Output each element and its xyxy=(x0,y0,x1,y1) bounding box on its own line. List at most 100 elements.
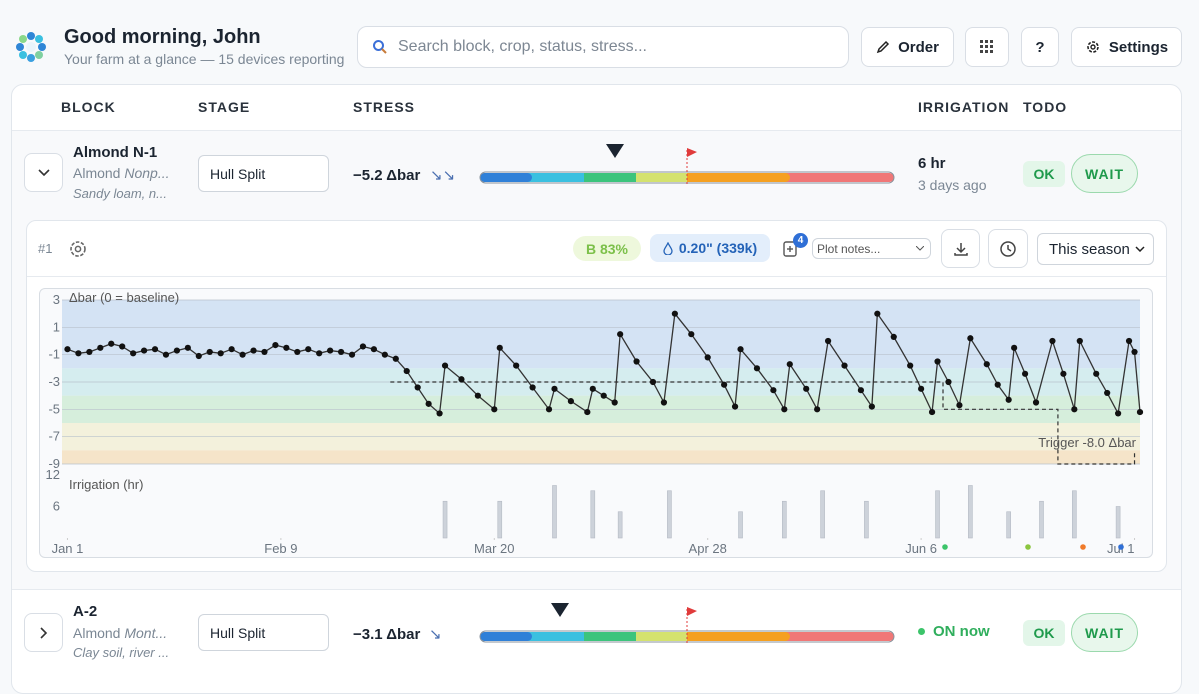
stress-point xyxy=(814,406,821,413)
stress-trend: ↘ xyxy=(429,626,442,643)
stress-point xyxy=(551,385,558,392)
chevron xyxy=(1135,246,1145,252)
column-header: IRRIGATION xyxy=(918,99,1010,115)
chevron-down xyxy=(37,168,50,176)
stress-point xyxy=(1071,406,1078,413)
column-header: STAGE xyxy=(198,99,251,115)
notes-count: 4 xyxy=(793,233,808,248)
x-tick-label: Feb 9 xyxy=(264,541,297,556)
stress-point xyxy=(704,354,711,361)
history-button[interactable] xyxy=(988,229,1028,268)
threshold-line xyxy=(390,381,1136,465)
stress-point xyxy=(688,331,695,338)
stress-point xyxy=(1011,344,1018,351)
wait-button[interactable]: WAIT xyxy=(1071,613,1138,652)
irrigation-value: 6 hr xyxy=(918,155,946,172)
stress-point xyxy=(934,358,941,365)
y-tick-label: 12 xyxy=(46,467,60,482)
stress-point xyxy=(611,399,618,406)
download-button[interactable] xyxy=(941,229,980,268)
grid-icon xyxy=(980,40,993,53)
stress-point xyxy=(857,387,865,394)
stress-zone xyxy=(62,300,1140,369)
stress-point xyxy=(425,400,432,407)
event-dot xyxy=(1118,544,1124,550)
block-soil: Clay soil, river ... xyxy=(73,645,170,660)
stress-point xyxy=(1131,348,1138,356)
stress-point xyxy=(348,351,356,358)
settings-button[interactable]: Settings xyxy=(1071,27,1182,67)
page: Farm dashboard html,body{margin:0;paddin… xyxy=(11,26,1182,694)
stress-point xyxy=(781,406,788,413)
stress-point xyxy=(173,347,181,354)
irrigation-bar xyxy=(864,500,869,539)
x-tick-label: Apr 28 xyxy=(689,541,727,556)
plot-settings[interactable] xyxy=(68,239,88,259)
stress-point xyxy=(130,350,137,357)
stress-point xyxy=(649,378,657,386)
stress-point xyxy=(1060,370,1067,377)
stress-point xyxy=(316,350,323,357)
irrigation-bar xyxy=(820,490,825,539)
stress-point xyxy=(671,310,678,317)
stress-point xyxy=(250,347,257,354)
stress-point xyxy=(584,408,591,416)
stress-point xyxy=(589,385,596,392)
stress-point xyxy=(1093,370,1100,377)
stress-point xyxy=(1115,410,1122,417)
notes-label: Plot notes... xyxy=(817,241,881,256)
body: {"header":{"greeting":"Good morning, Joh… xyxy=(11,26,1182,694)
stress-point xyxy=(414,384,421,391)
stress-point xyxy=(272,342,279,349)
stress-point xyxy=(737,346,744,353)
collapse-button[interactable] xyxy=(24,153,63,192)
stage-select[interactable]: Hull Split xyxy=(198,155,329,192)
stress-point xyxy=(86,348,93,356)
subtitle: Your farm at a glance — 15 devices repor… xyxy=(64,51,345,67)
stress-point xyxy=(496,344,503,351)
order-label: Order xyxy=(898,38,939,56)
range-select[interactable]: This season xyxy=(1037,233,1154,265)
drop-icon xyxy=(663,241,673,255)
stress-point xyxy=(458,376,465,383)
stress-point xyxy=(983,361,990,368)
stage-select[interactable]: Hull Split xyxy=(198,614,329,651)
y-tick-label: 3 xyxy=(53,292,60,307)
y-axis-label: Δbar (0 = baseline) xyxy=(69,290,179,305)
stress-point xyxy=(64,346,71,353)
stress-zone xyxy=(62,450,1140,464)
stress-point xyxy=(370,346,378,353)
notes-select[interactable]: Plot notes... xyxy=(812,238,931,259)
wait-button[interactable]: WAIT xyxy=(1071,154,1138,193)
stress-point xyxy=(567,398,575,405)
order-button[interactable]: Order xyxy=(861,27,954,67)
x-tick-label: Jan 1 xyxy=(52,541,84,556)
stress-point xyxy=(803,385,810,392)
grid-button[interactable] xyxy=(965,27,1009,67)
y-axis-label: Irrigation (hr) xyxy=(69,477,143,492)
search-box[interactable]: Search block, crop, status, stress... xyxy=(357,26,849,68)
trigger-label: Trigger -8.0 Δbar xyxy=(1038,435,1136,450)
help-button[interactable]: ? xyxy=(1021,27,1059,67)
stress-point xyxy=(327,347,334,354)
stress-point xyxy=(436,410,443,417)
stress-point xyxy=(1021,370,1029,377)
notes-icon[interactable] xyxy=(782,240,800,258)
logo xyxy=(16,32,46,62)
stress-point xyxy=(770,387,777,394)
stress-point xyxy=(753,365,761,372)
stress-point xyxy=(617,331,624,338)
expand-button[interactable] xyxy=(24,613,63,652)
stress-point xyxy=(1032,399,1040,406)
block-name: Almond N-1 xyxy=(73,144,158,161)
irrigation-bar xyxy=(1115,506,1121,539)
stress-point xyxy=(195,352,202,360)
stress-point xyxy=(491,406,498,413)
stress-point xyxy=(108,340,115,347)
chevron-right xyxy=(39,626,47,639)
stress-point xyxy=(1136,408,1144,416)
stress-point xyxy=(75,350,82,357)
search-placeholder: Search block, crop, status, stress... xyxy=(398,38,647,55)
y-tick-label: -3 xyxy=(48,374,60,389)
plot-id: #1 xyxy=(38,241,53,256)
